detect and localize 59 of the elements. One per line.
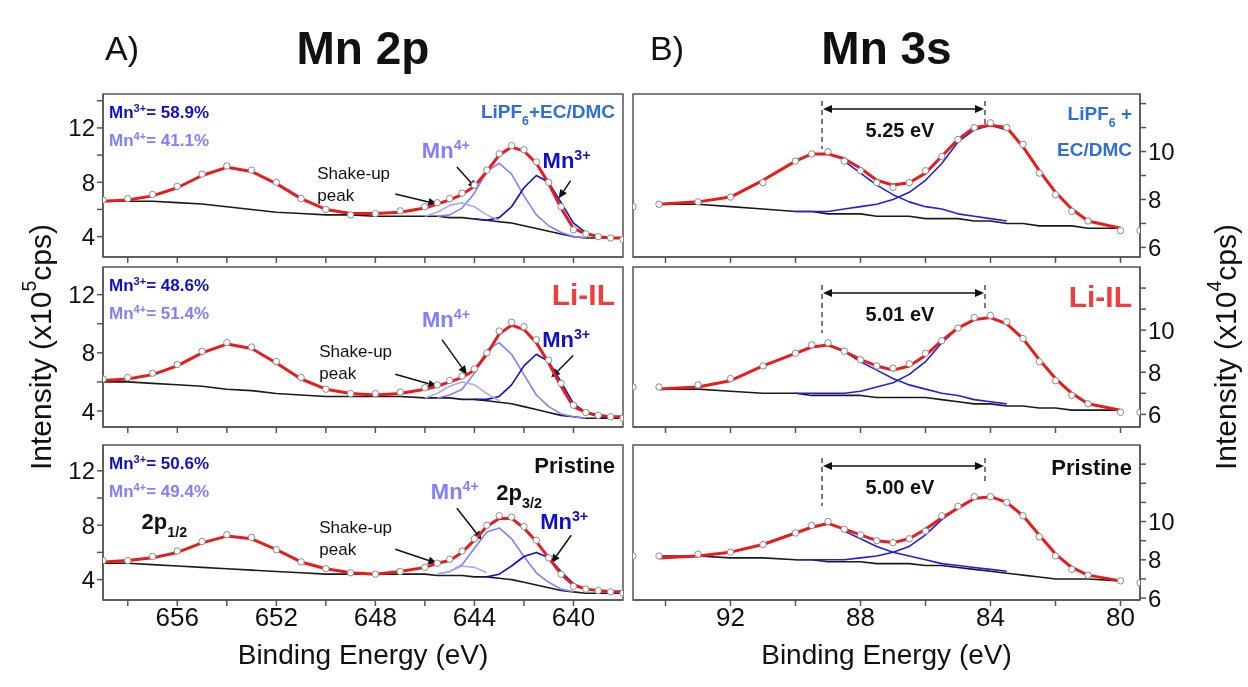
x-tick-label: 80 [1106, 602, 1135, 633]
annotation: Pristine [534, 453, 615, 478]
annotation: 5.01 eV [865, 303, 936, 325]
y-tick-label: 4 [81, 397, 95, 425]
annotation: Pristine [1051, 455, 1132, 480]
chart-title: Mn 3s [821, 22, 952, 74]
x-tick-label: 652 [254, 602, 299, 633]
annotation: Mn$^{4+}$= 41.1% [109, 130, 210, 150]
y-tick-label: 8 [81, 511, 95, 539]
annotation: Mn$^{4+}$= 49.4% [109, 481, 210, 501]
annotation: Mn$^{4+}$= 51.4% [109, 303, 210, 323]
annotation: Mn$^{3+}$= 50.6% [109, 453, 210, 473]
annotation: Mn$^{3+}$ [540, 508, 589, 535]
y-tick-label: 12 [68, 114, 95, 142]
annotation: Li-IL [1068, 280, 1132, 313]
annotation: 2p$_{1/2}$ [141, 509, 188, 541]
x-tick-label: 648 [353, 602, 398, 633]
annotation: Mn$^{3+}$ [542, 146, 591, 173]
y-tick-label: 8 [1148, 358, 1162, 386]
x-axis-title: Binding Energy (eV) [761, 639, 1012, 670]
x-tick-label: 640 [551, 602, 596, 633]
y-tick-label: 6 [1148, 233, 1162, 261]
x-tick-label: 92 [716, 602, 745, 633]
annotation: 2p$_{3/2}$ [496, 480, 542, 512]
x-tick-label: 644 [452, 602, 497, 633]
y-tick-label: 4 [81, 566, 95, 594]
annotation: Mn$^{3+}$ [542, 325, 591, 352]
y-tick-label: 6 [1148, 400, 1162, 428]
x-tick-label: 84 [976, 602, 1005, 633]
y-tick-label: 10 [1148, 138, 1175, 166]
y-tick-label: 12 [68, 281, 95, 309]
text: B) [650, 29, 684, 67]
annotation: Li-IL [551, 278, 615, 311]
y-tick-label: 4 [81, 223, 95, 251]
annotation: 5.25 eV [865, 119, 936, 141]
y-tick-label: 8 [81, 168, 95, 196]
annotation: Mn$^{3+}$= 58.9% [109, 102, 210, 122]
annotation: Shake-up peak [319, 518, 393, 560]
annotation: 5.00 eV [865, 476, 936, 498]
y-tick-label: 10 [1148, 508, 1175, 536]
annotation: LiPF$_{6}$ + EC/DMC [1057, 103, 1133, 160]
y-tick-label: 6 [1148, 584, 1162, 612]
x-tick-label: 88 [846, 602, 875, 633]
y-tick-label: 8 [1148, 546, 1162, 574]
annotation: Mn$^{3+}$= 48.6% [109, 275, 210, 295]
x-tick-label: 656 [155, 602, 199, 633]
y-tick-label: 8 [1148, 185, 1162, 213]
y-tick-label: 12 [68, 457, 95, 485]
annotation: Shake-up peak [319, 342, 393, 384]
annotation: Mn$^{4+}$ [430, 478, 479, 505]
annotation: Mn$^{4+}$ [421, 137, 470, 164]
x-axis-title: Binding Energy (eV) [237, 639, 489, 670]
chart-title: Mn 2p [296, 22, 430, 74]
y-tick-label: 10 [1148, 316, 1175, 344]
annotation: LiPF$_{6}$+EC/DMC [480, 101, 616, 128]
annotation: Shake-up peak [317, 164, 391, 206]
y-tick-label: 8 [81, 339, 95, 367]
text: A) [105, 29, 139, 67]
annotation: Mn$^{4+}$ [421, 305, 471, 332]
